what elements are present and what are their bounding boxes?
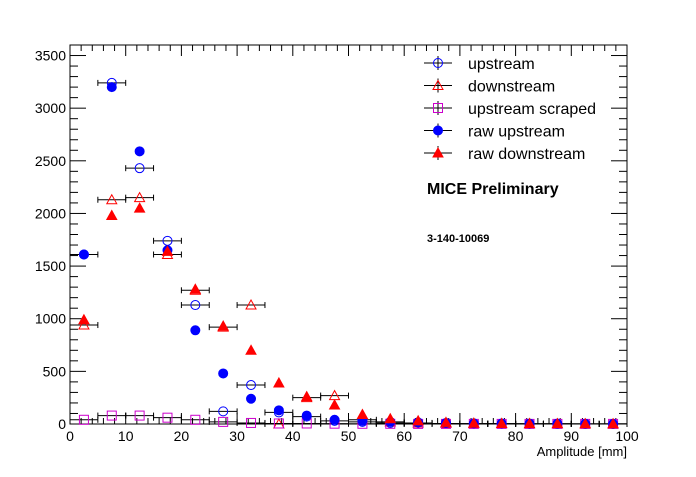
data-point	[218, 416, 229, 427]
annotation-mice-preliminary: MICE Preliminary	[427, 181, 559, 198]
data-point	[217, 320, 230, 331]
data-point	[133, 191, 146, 203]
legend-label: upstream	[468, 56, 535, 73]
legend-marker	[433, 125, 443, 136]
legend-entry: raw downstream	[424, 146, 585, 163]
data-point	[579, 417, 592, 429]
x-axis-label: Amplitude [mm]	[537, 444, 627, 459]
data-point	[467, 417, 480, 428]
data-point	[607, 417, 619, 429]
data-point	[106, 410, 117, 421]
data-point	[273, 418, 284, 429]
data-point	[105, 193, 118, 205]
series-downstream	[69, 191, 628, 429]
x-tick-label: 60	[396, 428, 412, 444]
data-point	[105, 209, 118, 221]
y-tick-label: 0	[58, 416, 66, 432]
data-point	[162, 412, 173, 423]
y-tick-label: 500	[43, 363, 67, 379]
x-tick-label: 100	[615, 428, 639, 444]
legend-entry: upstream	[424, 56, 535, 73]
data-point	[246, 380, 257, 391]
data-point	[218, 406, 229, 417]
x-tick-label: 10	[118, 428, 134, 444]
data-point	[523, 417, 536, 429]
x-tick-label: 20	[174, 428, 190, 444]
y-tick-label: 1000	[35, 311, 66, 327]
data-point	[329, 414, 340, 425]
axis-ticks: 0 10 20 30 40 50 60 70 80 90 100050010001500200025…	[35, 44, 639, 444]
series-raw-downstream	[78, 202, 619, 429]
data-point	[551, 417, 564, 429]
data-point	[245, 344, 257, 355]
x-tick-label: 40	[285, 428, 301, 444]
x-tick-label: 70	[452, 428, 468, 444]
data-point	[246, 393, 257, 404]
data-point	[440, 416, 452, 427]
data-point	[273, 376, 285, 388]
data-point	[106, 82, 117, 93]
data-point	[134, 163, 145, 174]
data-point	[245, 299, 257, 310]
y-tick-label: 3000	[35, 100, 66, 116]
legend-marker	[432, 79, 444, 90]
data-point	[384, 412, 397, 424]
x-tick-label: 0	[66, 428, 74, 444]
data-point	[246, 417, 257, 428]
data-point	[218, 368, 229, 379]
data-point	[78, 414, 89, 425]
legend-marker	[433, 58, 443, 68]
legend: upstream downstream upstream scraped raw up…	[424, 56, 596, 163]
y-tick-label: 1500	[35, 258, 66, 274]
x-tick-label: 80	[508, 428, 524, 444]
legend-label: upstream scraped	[468, 101, 596, 118]
legend-entry: downstream	[424, 78, 555, 96]
data-point	[161, 245, 174, 256]
data-point	[301, 410, 312, 421]
data-point	[495, 417, 508, 428]
data-point	[134, 410, 145, 421]
legend-label: downstream	[468, 79, 555, 96]
data-point	[190, 414, 201, 425]
data-point	[189, 283, 202, 294]
legend-label: raw upstream	[468, 124, 565, 141]
data-point	[273, 405, 284, 416]
data-point	[78, 313, 90, 325]
y-tick-label: 2000	[35, 205, 66, 221]
data-point	[328, 399, 341, 410]
y-tick-label: 2500	[35, 153, 66, 169]
data-point	[356, 408, 369, 420]
data-point	[134, 146, 145, 157]
legend-entry: upstream scraped	[424, 101, 596, 118]
legend-label: raw downstream	[468, 146, 585, 163]
data-point	[190, 325, 201, 336]
legend-marker	[433, 103, 443, 113]
legend-marker	[432, 146, 444, 158]
data-points	[69, 77, 628, 429]
annotation-run-id: 3-140-10069	[427, 233, 489, 245]
legend-entry: raw upstream	[424, 123, 565, 141]
data-point	[300, 390, 313, 402]
x-tick-label: 30	[229, 428, 245, 444]
data-point	[133, 202, 146, 213]
data-point	[78, 249, 89, 260]
x-tick-label: 50	[341, 428, 357, 444]
data-point	[412, 414, 424, 426]
x-tick-label: 90	[564, 428, 580, 444]
data-point	[190, 300, 201, 311]
y-tick-label: 3500	[35, 48, 66, 64]
data-point	[78, 319, 90, 330]
